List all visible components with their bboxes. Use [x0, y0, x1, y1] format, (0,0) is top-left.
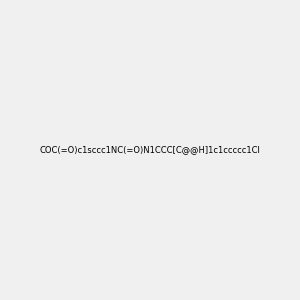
Text: COC(=O)c1sccc1NC(=O)N1CCC[C@@H]1c1ccccc1Cl: COC(=O)c1sccc1NC(=O)N1CCC[C@@H]1c1ccccc1… [40, 146, 260, 154]
